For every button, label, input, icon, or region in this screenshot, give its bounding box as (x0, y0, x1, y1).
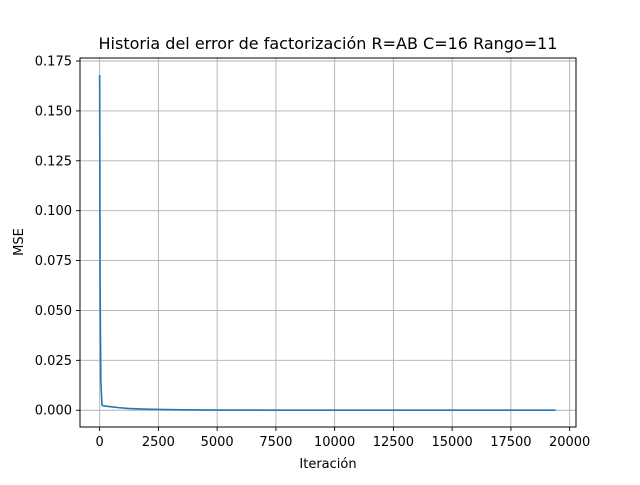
y-axis-label: MSE (12, 228, 27, 256)
y-tick-label: 0.050 (35, 304, 72, 319)
x-tick-label: 12500 (373, 435, 414, 450)
x-axis-ticks: 0 2500 5000 7500 10000 12500 15000 17500 20000 (96, 427, 590, 450)
y-tick-label: 0.125 (35, 154, 72, 169)
y-tick-label: 0.100 (35, 204, 72, 219)
mse-series-line (98, 74, 556, 412)
grid (80, 58, 576, 427)
y-tick-label: 0.025 (35, 354, 72, 369)
y-tick-label: 0.075 (35, 254, 72, 269)
y-axis-ticks: 0.000 0.025 0.050 0.075 0.100 0.125 0.150 0.175 (35, 54, 80, 419)
series-layer (98, 74, 556, 412)
plot-frame (79, 57, 577, 428)
x-tick-label: 0 (96, 435, 104, 450)
x-tick-label: 17500 (490, 435, 531, 450)
x-tick-label: 15000 (431, 435, 472, 450)
x-tick-label: 2500 (142, 435, 175, 450)
chart-title: Historia del error de factorización R=AB… (99, 34, 558, 53)
x-tick-label: 5000 (201, 435, 234, 450)
y-tick-label: 0.150 (35, 104, 72, 119)
y-tick-label: 0.000 (35, 404, 72, 419)
x-tick-label: 20000 (549, 435, 590, 450)
x-tick-label: 10000 (314, 435, 355, 450)
y-tick-label: 0.175 (35, 54, 72, 69)
x-tick-label: 7500 (259, 435, 292, 450)
x-axis-label: Iteración (299, 457, 356, 472)
